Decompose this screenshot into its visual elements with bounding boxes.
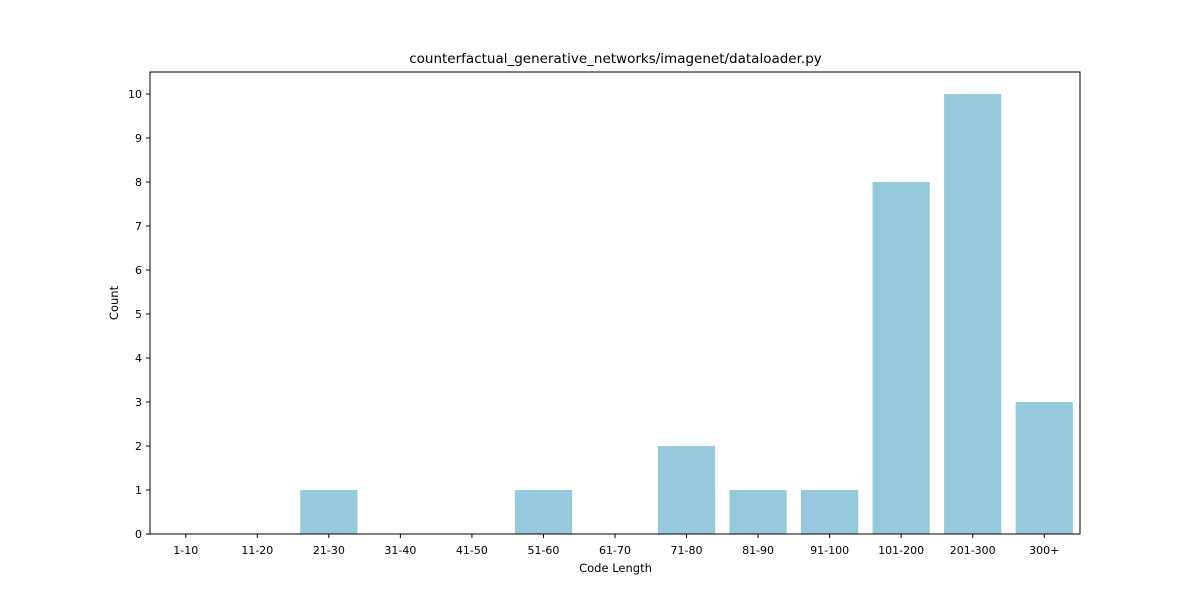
x-tick-label: 41-50 — [456, 544, 488, 557]
bar-201-300 — [944, 94, 1002, 534]
bar-91-100 — [801, 490, 859, 534]
x-tick-label: 31-40 — [384, 544, 416, 557]
x-tick-label: 61-70 — [599, 544, 631, 557]
chart-title: counterfactual_generative_networks/image… — [409, 51, 822, 67]
y-tick-label: 6 — [135, 264, 142, 277]
bars-group — [300, 94, 1073, 534]
y-tick-label: 5 — [135, 308, 142, 321]
bar-300+ — [1015, 402, 1073, 534]
x-tick-label: 51-60 — [527, 544, 559, 557]
x-tick-label: 91-100 — [810, 544, 849, 557]
y-axis-ticks: 0 1 2 3 4 5 6 7 8 9 10 — [128, 88, 150, 541]
x-tick-label: 71-80 — [671, 544, 703, 557]
x-tick-label: 1-10 — [173, 544, 198, 557]
y-tick-label: 4 — [135, 352, 142, 365]
x-axis-label: Code Length — [579, 561, 652, 575]
x-tick-label: 21-30 — [313, 544, 345, 557]
x-axis-ticks: 1-10 11-20 21-30 31-40 41-50 51-60 61-70 71-80 8… — [173, 534, 1059, 557]
x-tick-label: 11-20 — [241, 544, 273, 557]
y-tick-label: 1 — [135, 484, 142, 497]
y-axis-label: Count — [107, 285, 121, 320]
bar-101-200 — [872, 182, 930, 534]
x-tick-label: 81-90 — [742, 544, 774, 557]
x-tick-label: 300+ — [1029, 544, 1059, 557]
bar-51-60 — [514, 490, 573, 534]
y-tick-label: 10 — [128, 88, 142, 101]
x-tick-label: 201-300 — [950, 544, 996, 557]
x-tick-label: 101-200 — [878, 544, 924, 557]
bar-71-80 — [657, 446, 716, 534]
bar-21-30 — [300, 490, 358, 534]
bar-81-90 — [729, 490, 787, 534]
y-tick-label: 0 — [135, 528, 142, 541]
y-tick-label: 2 — [135, 440, 142, 453]
y-tick-label: 8 — [135, 176, 142, 189]
y-tick-label: 7 — [135, 220, 142, 233]
plot-frame — [149, 71, 1081, 535]
y-tick-label: 9 — [135, 132, 142, 145]
y-tick-label: 3 — [135, 396, 142, 409]
